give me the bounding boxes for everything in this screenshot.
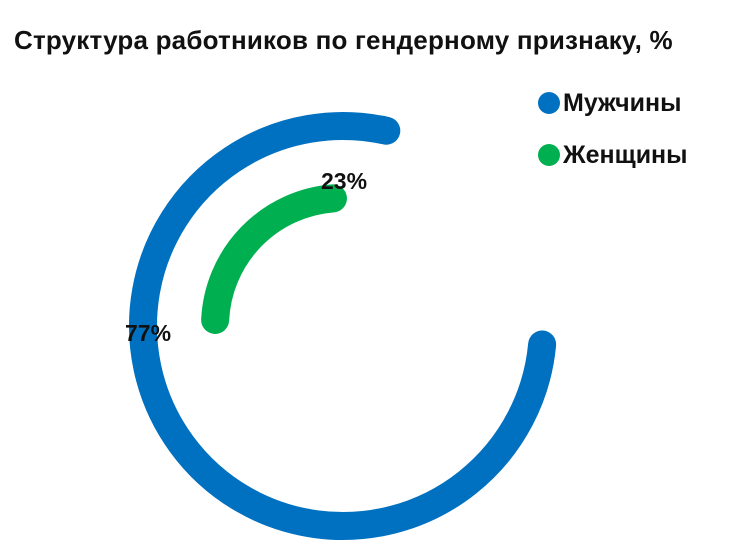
chart-legend: Мужчины Женщины <box>538 87 688 191</box>
legend-swatch-women <box>538 144 560 166</box>
legend-label-men: Мужчины <box>563 88 682 117</box>
data-label-men: 77% <box>125 320 171 346</box>
arc-women <box>201 184 347 334</box>
legend-swatch-men <box>538 92 560 114</box>
chart-title: Структура работников по гендерному призн… <box>14 25 673 55</box>
arc-men <box>129 112 557 540</box>
data-label-women: 23% <box>321 168 367 194</box>
legend-item-women: Женщины <box>538 139 688 171</box>
legend-label-women: Женщины <box>563 140 688 169</box>
legend-item-men: Мужчины <box>538 87 688 119</box>
